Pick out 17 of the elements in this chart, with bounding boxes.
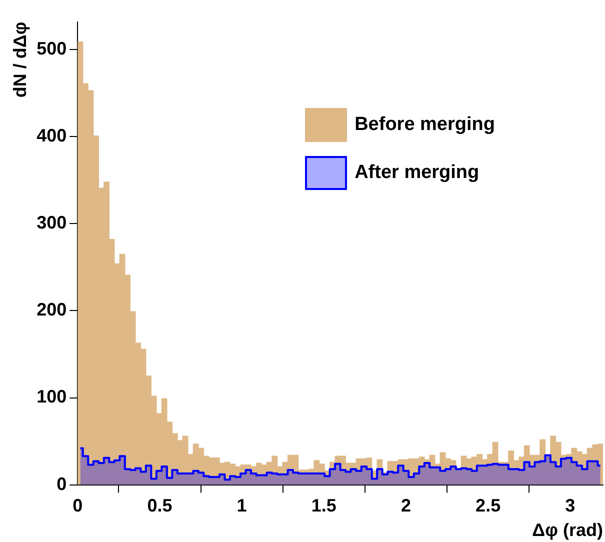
y-axis-title: dN / dΔφ <box>10 22 30 98</box>
x-tick-label: 1.5 <box>311 496 336 516</box>
x-tick-label: 1 <box>236 496 247 516</box>
x-tick-label: 0 <box>72 496 83 516</box>
x-tick-label: 2 <box>400 496 411 516</box>
y-tick-label: 100 <box>36 386 67 407</box>
y-tick-label: 300 <box>36 212 67 233</box>
y-tick-label: 400 <box>36 126 67 146</box>
x-tick-label: 2.5 <box>476 496 501 516</box>
x-axis-title: Δφ (rad) <box>532 520 603 540</box>
x-tick-label: 3 <box>565 496 576 516</box>
y-tick-label: 0 <box>56 474 67 494</box>
legend-label: Before merging <box>354 114 495 136</box>
y-tick-label: 500 <box>36 38 67 59</box>
y-tick-label: 200 <box>36 300 67 320</box>
x-tick-label: 0.5 <box>147 496 172 516</box>
legend-label: After merging <box>354 162 480 184</box>
